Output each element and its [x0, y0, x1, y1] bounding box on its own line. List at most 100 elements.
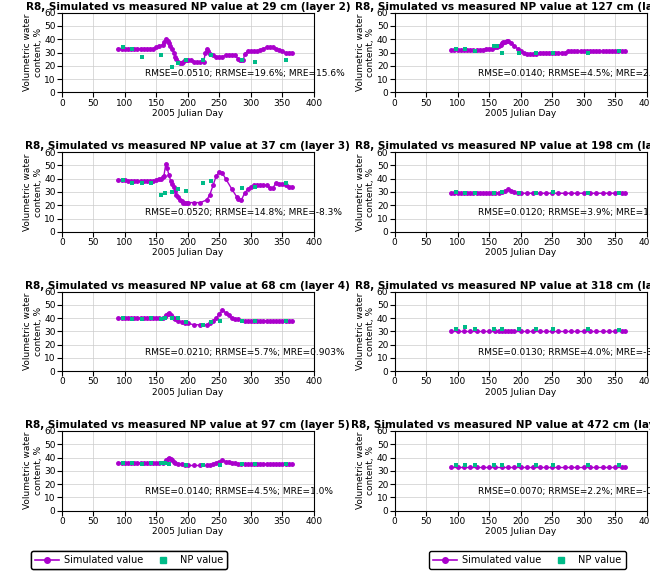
Point [530, 324, 541, 334]
Point [281, 56, 291, 65]
X-axis label: 2005 Julian Day: 2005 Julian Day [485, 388, 556, 397]
Point [172, 58, 183, 68]
X-axis label: 2005 Julian Day: 2005 Julian Day [152, 109, 224, 118]
Y-axis label: Volumetric water
content, %: Volumetric water content, % [356, 293, 376, 370]
Point [514, 324, 524, 334]
Point [172, 313, 183, 323]
X-axis label: 2005 Julian Day: 2005 Julian Day [152, 249, 224, 257]
Point [181, 186, 191, 195]
Y-axis label: Volumetric water
content, %: Volumetric water content, % [356, 153, 376, 231]
Point [470, 189, 480, 198]
Point [146, 178, 157, 188]
Point [137, 459, 148, 469]
Point [497, 48, 507, 57]
Point [583, 48, 593, 57]
Point [547, 188, 558, 197]
Point [497, 461, 507, 470]
Point [250, 182, 261, 191]
Point [450, 461, 461, 470]
Point [214, 316, 225, 325]
Point [172, 185, 183, 194]
Point [118, 43, 128, 52]
Point [156, 51, 166, 60]
Point [547, 48, 558, 57]
Point [214, 461, 225, 470]
Point [281, 178, 291, 188]
Y-axis label: Volumetric water
content, %: Volumetric water content, % [23, 432, 43, 509]
Point [489, 42, 499, 51]
Point [614, 461, 624, 470]
Point [514, 48, 524, 57]
Point [614, 325, 624, 335]
Point [250, 57, 261, 66]
Point [137, 52, 148, 61]
Text: RMSE=0.0510; RRMSE=19.6%; MRE=15.6%: RMSE=0.0510; RRMSE=19.6%; MRE=15.6% [145, 69, 344, 78]
Point [156, 190, 166, 199]
Point [237, 56, 247, 65]
Point [167, 313, 177, 323]
Point [497, 188, 507, 197]
Point [159, 458, 170, 467]
Title: R8, Simulated vs measured NP value at 127 cm (layer 6): R8, Simulated vs measured NP value at 12… [355, 2, 650, 12]
Point [470, 47, 480, 56]
Point [492, 42, 502, 51]
Y-axis label: Volumetric water
content, %: Volumetric water content, % [23, 153, 43, 231]
Title: R8, Simulated vs measured NP value at 198 cm (layer 7): R8, Simulated vs measured NP value at 19… [355, 141, 650, 151]
X-axis label: 2005 Julian Day: 2005 Julian Day [485, 527, 556, 536]
Point [281, 316, 291, 325]
Point [206, 317, 216, 327]
Point [159, 313, 170, 323]
Point [460, 461, 471, 470]
Point [460, 44, 471, 53]
Y-axis label: Volumetric water
content, %: Volumetric water content, % [356, 14, 376, 91]
Point [127, 178, 138, 188]
Point [181, 56, 191, 65]
Point [489, 324, 499, 334]
Point [250, 459, 261, 469]
Point [470, 324, 480, 334]
Point [250, 316, 261, 325]
Y-axis label: Volumetric water
content, %: Volumetric water content, % [23, 14, 43, 91]
Legend: Simulated value, NP value: Simulated value, NP value [429, 552, 626, 569]
X-axis label: 2005 Julian Day: 2005 Julian Day [485, 249, 556, 257]
Point [489, 461, 499, 470]
X-axis label: 2005 Julian Day: 2005 Julian Day [152, 388, 224, 397]
Point [583, 324, 593, 334]
Text: RMSE=0.0070; RRMSE=2.2%; MRE=-0.1%: RMSE=0.0070; RRMSE=2.2%; MRE=-0.1% [478, 488, 650, 496]
Point [118, 313, 128, 323]
Point [159, 189, 170, 198]
Point [237, 183, 247, 193]
Point [237, 316, 247, 325]
Text: RMSE=0.0140; RRMSE=4.5%; MRE=2.8%: RMSE=0.0140; RRMSE=4.5%; MRE=2.8% [478, 69, 650, 78]
Point [460, 189, 471, 198]
Point [164, 459, 174, 469]
Point [514, 461, 524, 470]
Legend: Simulated value, NP value: Simulated value, NP value [31, 552, 228, 569]
Point [137, 315, 148, 324]
Point [127, 315, 138, 324]
Title: R8, Simulated vs measured NP value at 29 cm (layer 2): R8, Simulated vs measured NP value at 29… [25, 2, 350, 12]
Point [530, 189, 541, 198]
X-axis label: 2005 Julian Day: 2005 Julian Day [485, 109, 556, 118]
X-axis label: 2005 Julian Day: 2005 Julian Day [152, 527, 224, 536]
Title: R8, Simulated vs measured NP value at 318 cm (layer 9): R8, Simulated vs measured NP value at 31… [355, 281, 650, 291]
Point [450, 44, 461, 53]
Text: RMSE=0.0140; RRMSE=4.5%; MRE=1.0%: RMSE=0.0140; RRMSE=4.5%; MRE=1.0% [145, 488, 333, 496]
Point [198, 56, 208, 65]
Point [137, 178, 148, 188]
Point [470, 461, 480, 470]
Point [583, 189, 593, 198]
Point [146, 458, 157, 467]
Point [530, 48, 541, 57]
Point [547, 324, 558, 334]
Point [146, 313, 157, 323]
Point [181, 317, 191, 327]
Point [614, 189, 624, 198]
Text: RMSE=0.0210; RRMSE=5.7%; MRE=0.903%: RMSE=0.0210; RRMSE=5.7%; MRE=0.903% [145, 348, 344, 357]
Point [281, 459, 291, 469]
Point [167, 188, 177, 197]
Point [198, 178, 208, 188]
Point [127, 44, 138, 53]
Point [118, 175, 128, 185]
Point [206, 51, 216, 60]
